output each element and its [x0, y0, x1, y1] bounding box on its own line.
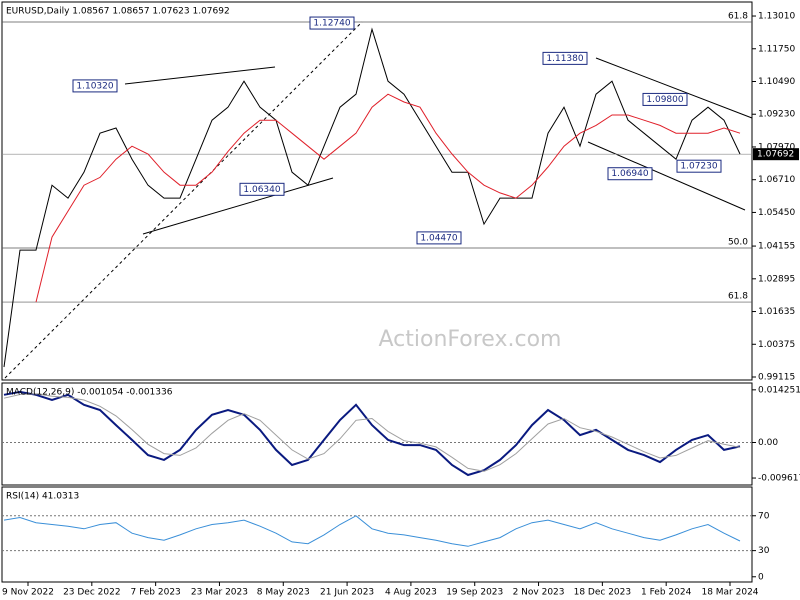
x-tick-label: 23 Mar 2023 — [191, 588, 248, 598]
annotation-label: 1.09800 — [646, 95, 683, 105]
annotation-label: 1.11380 — [546, 54, 583, 64]
fib-label: 61.8 — [728, 292, 748, 302]
annotation-box — [542, 51, 588, 65]
annotation-label: 1.10320 — [76, 81, 113, 91]
annotation-box — [416, 231, 462, 245]
x-tick-label: 21 Jun 2023 — [320, 588, 374, 598]
y-tick-label: 1.05450 — [758, 208, 795, 218]
annotation-label: 1.07230 — [680, 162, 717, 172]
y-tick-label: 1.07970 — [758, 142, 795, 152]
series-line — [3, 515, 741, 547]
annotation-label: 1.06940 — [611, 169, 648, 179]
panel-title: RSI(14) 41.0313 — [6, 492, 79, 502]
y-tick-label: 1.06710 — [758, 175, 795, 185]
y-tick-label: 0 — [758, 572, 764, 582]
x-tick-label: 19 Sep 2023 — [446, 588, 503, 598]
trend-line — [142, 177, 334, 235]
y-tick-label: 1.11750 — [758, 44, 795, 54]
y-tick-label: 1.02895 — [758, 274, 795, 284]
panel-title: MACD(12,26,9) -0.001054 -0.001336 — [6, 388, 173, 398]
last-price-label: 1.07692 — [757, 150, 794, 160]
annotation-box — [642, 92, 688, 106]
trend-line — [587, 141, 746, 211]
y-tick-label: 0.00 — [758, 438, 778, 448]
watermark: ActionForex.com — [379, 327, 562, 352]
y-tick-label: 1.09230 — [758, 110, 795, 120]
x-tick-label: 23 Dec 2022 — [63, 588, 121, 598]
annotation-box — [239, 182, 285, 196]
series-line — [35, 93, 741, 303]
x-tick-label: 2 Nov 2023 — [513, 588, 565, 598]
x-tick-label: 18 Dec 2023 — [574, 588, 632, 598]
x-tick-label: 4 Aug 2023 — [385, 588, 437, 598]
trend-lines — [4, 21, 753, 379]
trend-line — [4, 21, 363, 379]
x-tick-label: 8 May 2023 — [257, 588, 310, 598]
panel-frame — [1, 486, 753, 583]
annotation-label: 1.04470 — [420, 233, 457, 243]
annotation-box — [676, 159, 722, 173]
annotation-box — [309, 16, 355, 30]
panel-frame — [1, 382, 753, 486]
trend-line — [124, 66, 276, 85]
last-price-box — [753, 148, 799, 161]
x-tick-label: 1 Feb 2024 — [641, 588, 692, 598]
fib-label: 50.0 — [728, 238, 748, 248]
y-tick-label: -0.009617 — [758, 474, 800, 484]
series-line — [3, 390, 741, 477]
annotation-label: 1.12740 — [313, 19, 350, 29]
annotation-label: 1.06340 — [243, 185, 280, 195]
x-tick-label: 9 Nov 2022 — [2, 588, 54, 598]
y-tick-label: 0.014251 — [758, 385, 800, 395]
series-line — [3, 27, 741, 368]
y-tick-label: 1.10490 — [758, 77, 795, 87]
annotation-box — [607, 167, 653, 181]
y-tick-label: 1.13010 — [758, 12, 795, 22]
y-tick-label: 70 — [758, 511, 770, 521]
y-tick-label: 30 — [758, 546, 770, 556]
annotation-box — [72, 79, 118, 93]
x-tick-label: 18 Mar 2024 — [701, 588, 758, 598]
x-tick-label: 7 Feb 2023 — [130, 588, 180, 598]
panel-title: EURUSD,Daily 1.08567 1.08657 1.07623 1.0… — [6, 7, 230, 17]
y-tick-label: 1.01635 — [758, 307, 795, 317]
panel-frame — [1, 1, 753, 381]
series-line — [3, 393, 741, 472]
trend-line — [595, 57, 753, 119]
y-tick-label: 0.99115 — [758, 373, 795, 383]
y-tick-label: 1.00375 — [758, 340, 795, 350]
fib-label: 61.8 — [728, 12, 748, 22]
y-tick-label: 1.04155 — [758, 242, 795, 252]
